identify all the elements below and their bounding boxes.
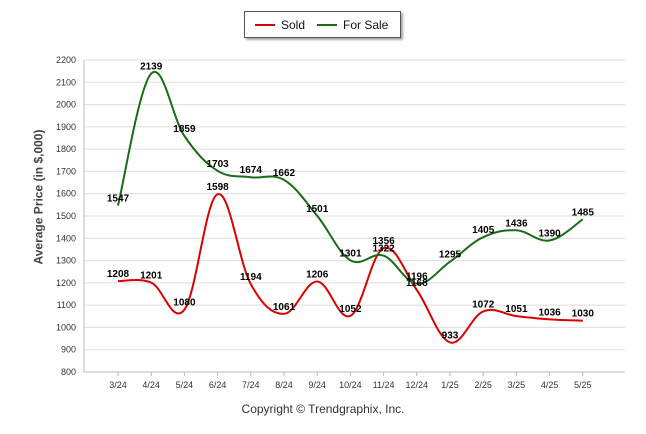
x-tick-label: 4/25 xyxy=(541,380,559,390)
data-label-sold: 1080 xyxy=(173,298,196,309)
x-tick-label: 11/24 xyxy=(373,380,395,390)
data-label-sold: 933 xyxy=(442,330,459,341)
data-labels: 1208 1201 1080 1598 1194 1061 1206 1052 1356 1168… xyxy=(107,62,594,342)
data-label-forsale: 1674 xyxy=(240,165,263,176)
data-label-sold: 1051 xyxy=(505,304,528,315)
x-tick-label: 12/24 xyxy=(406,380,429,390)
y-tick-label: 1300 xyxy=(56,256,76,266)
y-tick-label: 1200 xyxy=(56,278,76,288)
x-tick-label: 2/25 xyxy=(474,380,492,390)
series-line-forsale xyxy=(117,70,584,285)
data-label-sold: 1194 xyxy=(240,272,262,283)
y-tick-label: 1800 xyxy=(56,144,76,154)
y-tick-label: 2000 xyxy=(56,100,76,110)
y-axis-label-wrap: Average Price (in $,000) xyxy=(28,82,48,312)
x-tick-label: 1/25 xyxy=(441,380,459,390)
y-tick-label: 1500 xyxy=(56,211,76,221)
data-label-forsale: 1501 xyxy=(306,204,329,215)
x-tick-label: 8/24 xyxy=(275,380,293,390)
data-label-sold: 1052 xyxy=(339,304,362,315)
data-label-forsale: 1196 xyxy=(406,272,428,283)
legend-label-sold: Sold xyxy=(281,18,306,32)
data-label-forsale: 1436 xyxy=(505,218,528,229)
x-tick-label: 10/24 xyxy=(339,380,362,390)
data-label-sold: 1208 xyxy=(107,269,130,280)
x-tick-label: 3/25 xyxy=(508,380,526,390)
data-label-forsale: 1485 xyxy=(572,207,595,218)
data-label-sold: 1061 xyxy=(273,302,296,313)
data-label-sold: 1168 xyxy=(406,278,428,289)
y-tick-label: 1000 xyxy=(56,322,76,332)
y-tick-label: 800 xyxy=(61,367,76,377)
x-tick-label: 4/24 xyxy=(142,380,160,390)
y-tick-label: 1600 xyxy=(56,189,76,199)
data-label-sold: 1030 xyxy=(572,309,595,320)
data-label-forsale: 1301 xyxy=(339,248,362,259)
data-label-sold: 1072 xyxy=(472,299,495,310)
data-label-forsale: 1703 xyxy=(206,159,229,170)
data-label-forsale: 1662 xyxy=(273,168,296,179)
x-tick-label: 7/24 xyxy=(242,380,260,390)
axes xyxy=(83,60,625,376)
legend-swatch-sold xyxy=(255,24,275,26)
y-tick-label: 1100 xyxy=(57,300,76,310)
y-tick-label: 2200 xyxy=(56,55,76,65)
data-label-sold: 1356 xyxy=(372,236,395,247)
legend-swatch-forsale xyxy=(317,24,337,26)
copyright-text: Copyright © Trendgraphix, Inc. xyxy=(241,402,405,416)
x-tick-label: 9/24 xyxy=(308,380,326,390)
data-label-forsale: 1859 xyxy=(173,124,196,135)
legend-label-forsale: For Sale xyxy=(343,18,389,32)
data-label-sold: 1036 xyxy=(538,307,561,318)
grid-lines xyxy=(84,59,625,373)
y-tick-labels: 800 900 1000 1100 1200 1300 1400 1500 1600 1700 18… xyxy=(56,55,76,377)
y-tick-label: 1900 xyxy=(56,122,76,132)
data-label-forsale: 1547 xyxy=(107,194,130,205)
y-tick-label: 900 xyxy=(61,345,76,355)
data-label-sold: 1201 xyxy=(140,271,163,282)
data-label-forsale: 2139 xyxy=(140,62,163,73)
data-label-forsale: 1322 xyxy=(372,244,395,255)
x-tick-label: 6/24 xyxy=(209,380,227,390)
data-label-sold: 1598 xyxy=(206,182,229,193)
y-tick-label: 1400 xyxy=(56,233,76,243)
y-tick-label: 2100 xyxy=(56,77,76,87)
x-tick-labels: 3/24 4/24 5/24 6/24 7/24 8/24 9/24 10/24 11/24 12… xyxy=(109,380,591,390)
data-label-sold: 1206 xyxy=(306,270,329,281)
legend: Sold For Sale xyxy=(244,11,401,38)
series-lines xyxy=(117,70,584,344)
series-line-sold xyxy=(117,193,583,344)
y-tick-label: 1700 xyxy=(56,166,76,176)
data-label-forsale: 1405 xyxy=(472,225,495,236)
x-tick-label: 5/25 xyxy=(574,380,592,390)
data-label-forsale: 1390 xyxy=(538,229,561,240)
x-tick-label: 3/24 xyxy=(109,380,127,390)
y-axis-label: Average Price (in $,000) xyxy=(31,129,45,265)
x-tick-label: 5/24 xyxy=(176,380,194,390)
data-label-forsale: 1295 xyxy=(439,250,462,261)
